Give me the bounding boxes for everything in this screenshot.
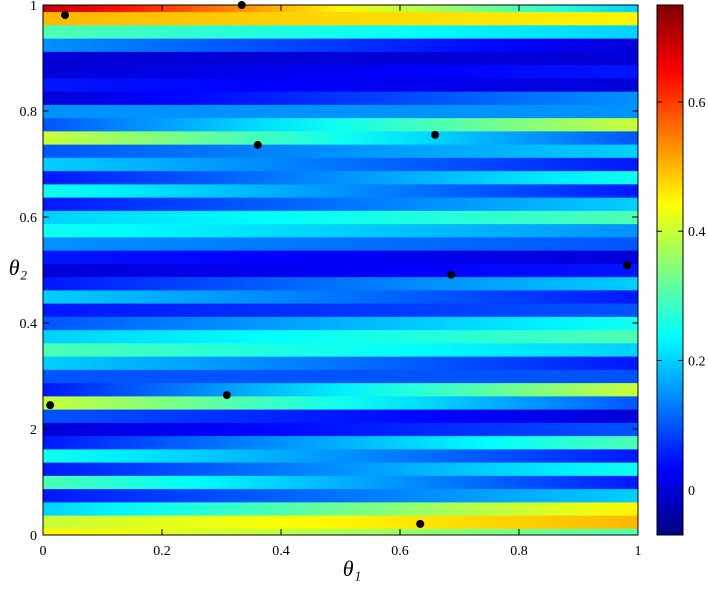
heatmap-row (43, 223, 638, 238)
heatmap-row (43, 64, 638, 79)
heatmap-row (43, 117, 638, 132)
heatmap-row (43, 329, 638, 344)
plot-frame (42, 4, 639, 536)
colorbar-tick-label: 0.4 (688, 225, 706, 240)
heatmap-row (43, 196, 638, 211)
heatmap-row (43, 421, 638, 437)
x-tick-label: 0.2 (153, 544, 171, 559)
heatmap-row (43, 24, 638, 39)
colorbar-tick-label: 0 (688, 484, 695, 499)
heatmap-row (43, 130, 638, 145)
point (416, 519, 425, 528)
heatmap-row (43, 382, 638, 397)
heatmap-row (43, 488, 638, 503)
heatmap-row (43, 435, 638, 450)
point (431, 130, 440, 139)
x-tick-label: 0.8 (510, 544, 528, 559)
heatmap-row (43, 4, 638, 13)
heatmap-row (43, 514, 638, 529)
heatmap-row (43, 355, 638, 370)
heatmap-row (43, 11, 638, 26)
colorbar-frame (656, 4, 684, 536)
point (46, 401, 55, 410)
heatmap-row (43, 474, 638, 490)
heatmap-row (43, 289, 638, 304)
x-tick-label: 1 (635, 544, 642, 559)
heatmap-row (43, 143, 638, 158)
heatmap-row (43, 156, 638, 172)
point (623, 261, 632, 270)
point (253, 140, 262, 149)
y-tick-label: 1 (30, 0, 37, 14)
heatmap-row (43, 302, 638, 317)
colorbar-tick-label: 0.6 (688, 96, 706, 111)
heatmap-row (43, 249, 638, 264)
heatmap-row (43, 170, 638, 185)
heatmap-row (43, 315, 638, 331)
heatmap-row (43, 501, 638, 516)
colorbar (657, 5, 683, 535)
heatmap-row (43, 183, 638, 198)
colorbar-tick-label: 0.2 (688, 354, 706, 369)
x-tick-label: 0 (40, 544, 47, 559)
y-tick-label: 0.6 (20, 211, 38, 226)
heatmap-row (43, 527, 638, 536)
heatmap-row (43, 448, 638, 463)
heatmap-row (43, 209, 638, 225)
x-axis-label: θ₁ (343, 556, 361, 581)
point (61, 11, 70, 20)
heatmap-row (43, 408, 638, 423)
heatmap-row (43, 461, 638, 476)
heatmap (43, 4, 638, 536)
heatmap-row (43, 77, 638, 92)
heatmap-row (43, 368, 638, 384)
y-axis-label: θ₂ (9, 255, 28, 280)
heatmap-row (43, 90, 638, 105)
point (447, 270, 456, 279)
plot-marks (46, 1, 632, 528)
x-tick-label: 0.4 (272, 544, 290, 559)
heatmap-row (43, 236, 638, 251)
y-tick-label: 0.4 (20, 317, 38, 332)
heatmap-row (43, 395, 638, 410)
heatmap-row (43, 342, 638, 357)
heatmap-row (43, 276, 638, 291)
y-tick-label: 0.8 (20, 105, 38, 120)
y-tick-label: 0 (30, 529, 37, 544)
heatmap-row (43, 103, 638, 119)
y-tick-label: 2 (30, 423, 37, 438)
heatmap-row (43, 262, 638, 278)
heatmap-row (43, 37, 638, 52)
heatmap-row (43, 50, 638, 66)
x-tick-label: 0.6 (391, 544, 409, 559)
point (222, 391, 231, 400)
